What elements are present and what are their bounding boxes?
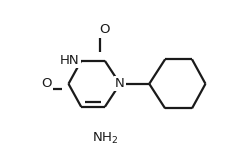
Text: NH$_2$: NH$_2$	[91, 131, 118, 146]
Text: HN: HN	[60, 54, 79, 67]
Text: O: O	[99, 23, 110, 36]
Text: N: N	[114, 77, 124, 90]
Text: O: O	[41, 77, 51, 90]
